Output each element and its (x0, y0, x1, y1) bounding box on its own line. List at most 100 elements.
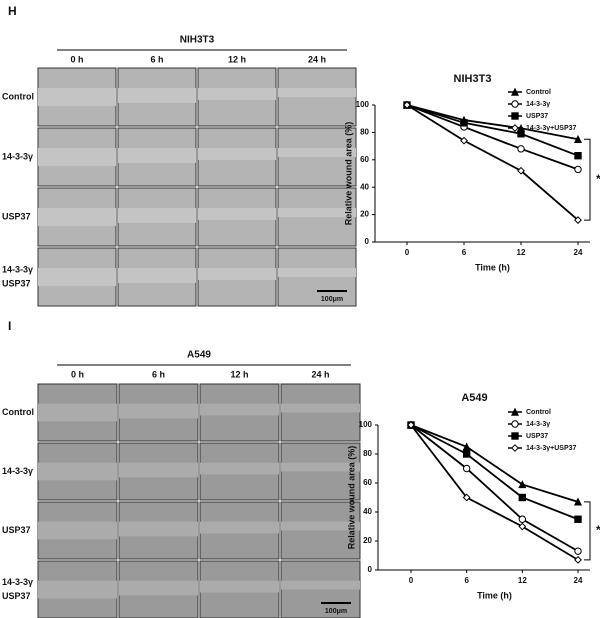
data-point (573, 134, 583, 143)
time-label: 12 h (230, 369, 248, 379)
data-point (518, 493, 527, 502)
data-point (518, 515, 527, 523)
x-tick-label: 0 (409, 576, 414, 585)
significance-mark: * (596, 523, 600, 537)
wound-gap (118, 208, 196, 223)
chart-title: A549 (461, 392, 487, 404)
wound-gap (118, 148, 196, 163)
y-tick-label: 40 (360, 182, 369, 191)
data-point (460, 119, 468, 127)
data-point (573, 497, 583, 506)
series-line (406, 104, 579, 171)
time-label: 24 h (311, 369, 329, 379)
wound-gap (281, 580, 360, 590)
legend-marker (511, 112, 519, 120)
x-tick-label: 24 (574, 248, 583, 257)
time-label: 24 h (308, 54, 326, 64)
x-tick-label: 12 (518, 576, 527, 585)
x-tick-label: 0 (405, 248, 410, 257)
y-tick-label: 0 (368, 565, 373, 574)
time-label: 6 h (152, 369, 165, 379)
legend-label: USP37 (526, 113, 548, 120)
series-line (410, 424, 579, 503)
row-label: 14-3-3γ (2, 466, 33, 476)
wound-gap (38, 148, 116, 166)
wound-gap (198, 208, 276, 220)
data-point (462, 493, 471, 502)
y-tick-label: 100 (359, 420, 373, 429)
wound-gap (278, 268, 356, 277)
wound-gap (38, 88, 116, 106)
data-point (407, 421, 415, 429)
legend-marker (511, 100, 519, 108)
legend-label: USP37 (526, 433, 548, 440)
series-line (410, 424, 579, 521)
y-tick-label: 0 (365, 237, 370, 246)
x-tick-label: 12 (517, 248, 526, 257)
wound-gap (200, 462, 279, 475)
wound-gap (281, 521, 360, 531)
scale-bar-label: 100μm (325, 608, 347, 615)
data-point (574, 555, 582, 564)
data-point (462, 450, 471, 458)
data-point (462, 464, 471, 473)
legend-label: 14-3-3γ+USP37 (526, 125, 577, 132)
data-point (518, 522, 527, 531)
wound-gap (38, 403, 117, 422)
y-axis-label: Relative wound area (%) (343, 122, 353, 226)
series-line (406, 104, 579, 221)
significance-bracket (584, 501, 591, 561)
data-point (574, 547, 582, 555)
data-point (462, 442, 471, 451)
x-tick-label: 6 (464, 576, 469, 585)
legend-marker (511, 420, 519, 428)
data-point (460, 136, 468, 145)
wound-gap (200, 403, 279, 416)
x-tick-label: 6 (462, 248, 467, 257)
wound-gap (119, 521, 198, 537)
row-label: USP37 (2, 525, 31, 535)
wound-gap (198, 268, 276, 280)
wound-gap (278, 88, 356, 97)
data-point (574, 165, 582, 174)
significance-bracket (584, 138, 591, 221)
wound-gap (119, 462, 198, 478)
data-point (574, 216, 582, 224)
legend-label: 14-3-3γ (526, 421, 550, 428)
wound-gap (119, 580, 198, 596)
y-tick-label: 100 (356, 100, 370, 109)
data-point (517, 130, 525, 138)
wound-gap (200, 521, 279, 534)
panel-label: H (8, 4, 17, 18)
legend-label: Control (526, 409, 551, 416)
wound-gap (119, 403, 198, 419)
wound-gap (198, 88, 276, 100)
data-point (574, 515, 582, 523)
y-tick-label: 20 (360, 210, 369, 219)
row-label: USP37 (2, 591, 31, 601)
series-line (410, 424, 579, 561)
legend-marker (510, 87, 520, 96)
panel-label: I (8, 319, 11, 333)
significance-mark: * (596, 172, 600, 186)
time-label: 6 h (150, 54, 163, 64)
x-tick-label: 24 (574, 576, 583, 585)
legend-label: 14-3-3γ+USP37 (526, 445, 577, 452)
wound-gap (281, 462, 360, 472)
row-label: Control (2, 407, 34, 417)
wound-gap (281, 403, 360, 413)
cell-line: NIH3T3 (180, 35, 215, 46)
data-point (403, 101, 411, 109)
cell-line: A549 (187, 350, 211, 361)
x-axis-label: Time (h) (477, 590, 512, 600)
y-tick-label: 40 (363, 507, 372, 516)
scale-bar-label: 100μm (321, 296, 343, 303)
wound-gap (278, 208, 356, 217)
row-label: 14-3-3γ (2, 151, 33, 161)
legend-label: Control (526, 89, 551, 96)
time-label: 12 h (228, 54, 246, 64)
wound-gap (118, 88, 196, 103)
wound-gap (38, 268, 116, 286)
row-label: USP37 (2, 211, 31, 221)
